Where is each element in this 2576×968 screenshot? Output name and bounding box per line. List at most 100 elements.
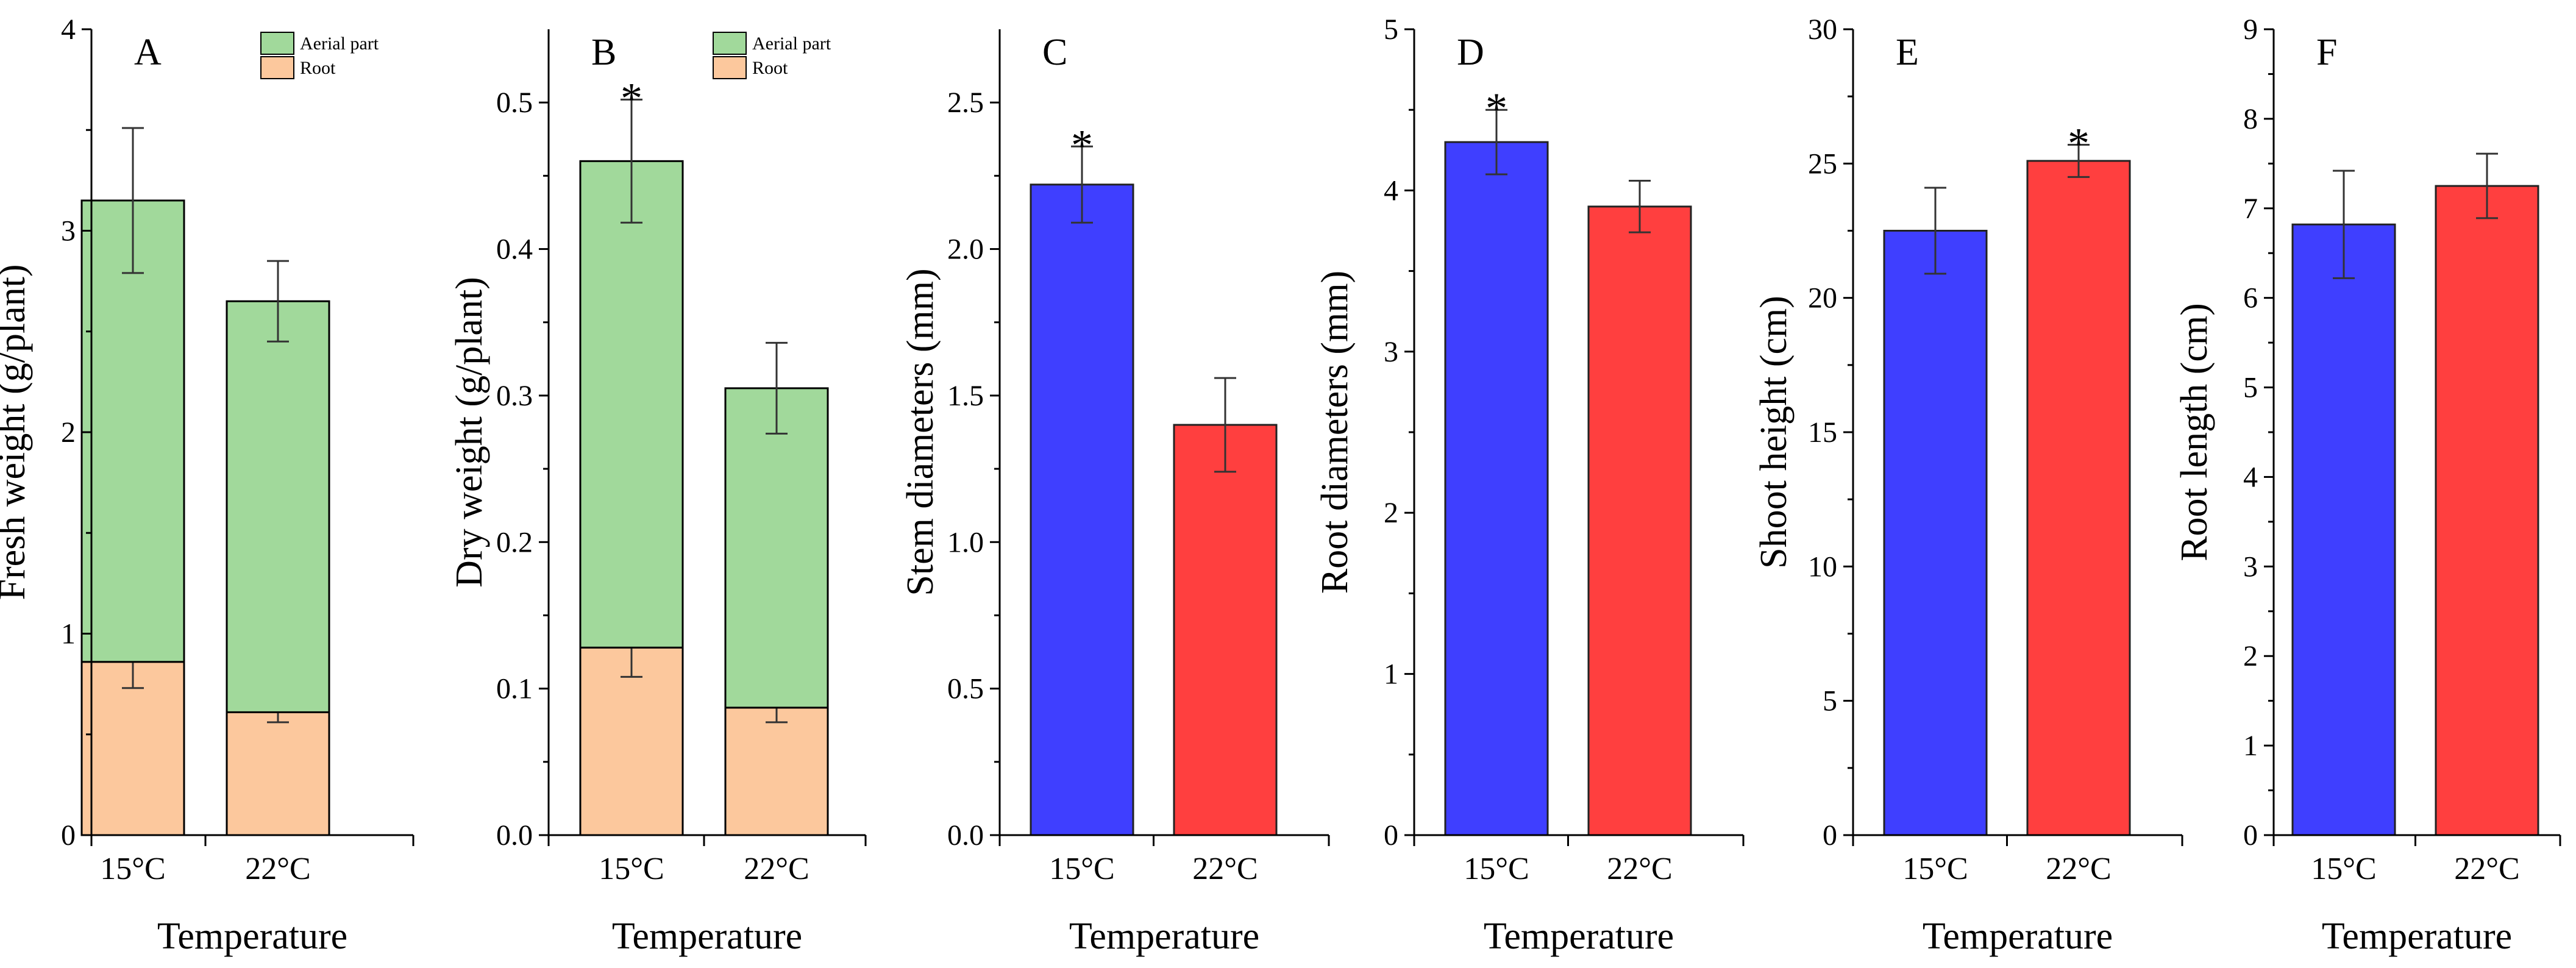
legend-swatch-aerial-part bbox=[713, 32, 747, 55]
y-tick-label: 5 bbox=[1823, 685, 1837, 717]
y-tick-label: 4 bbox=[2243, 461, 2258, 493]
x-tick-label: 22°C bbox=[1192, 852, 1258, 886]
bar-aerial-part-0 bbox=[80, 199, 185, 663]
y-tick-label: 0.1 bbox=[496, 673, 533, 705]
panel-label: F bbox=[2316, 32, 2337, 73]
bar-1 bbox=[2026, 160, 2131, 836]
bar-1 bbox=[1173, 424, 1278, 836]
y-tick-label: 0.5 bbox=[496, 87, 533, 119]
x-tick-label: 15°C bbox=[1049, 852, 1114, 886]
y-tick-label: 5 bbox=[1384, 13, 1398, 46]
panel-f: 0 1 2 3 4 5 6 7 8 9 15°C 22°C Temperature Root length… bbox=[2174, 13, 2561, 957]
legend-label-aerial-part: Aerial part bbox=[300, 34, 379, 54]
panel-label: C bbox=[1042, 32, 1067, 73]
x-tick-label: 22°C bbox=[2046, 852, 2111, 886]
y-tick-label: 1.5 bbox=[947, 380, 984, 412]
legend: Aerial part Root bbox=[713, 32, 831, 79]
legend-swatch-root bbox=[713, 56, 747, 79]
y-tick-label: 3 bbox=[2243, 550, 2258, 583]
significance-star: * bbox=[1071, 121, 1093, 169]
y-tick-label: 0.3 bbox=[496, 380, 533, 412]
y-tick-label: 0.0 bbox=[947, 819, 984, 852]
x-axis-title: Temperature bbox=[1923, 916, 2113, 957]
y-tick-label: 1 bbox=[1384, 658, 1398, 691]
x-tick-label: 22°C bbox=[2454, 852, 2519, 886]
legend-swatch-aerial-part bbox=[260, 32, 294, 55]
y-tick-label: 2 bbox=[61, 416, 76, 449]
y-tick-label: 3 bbox=[61, 215, 76, 247]
y-tick-label: 0 bbox=[2243, 819, 2258, 852]
y-tick-label: 0.4 bbox=[496, 233, 533, 266]
x-axis-title: Temperature bbox=[2322, 916, 2512, 957]
bar-aerial-part-0 bbox=[579, 160, 684, 649]
y-tick-label: 2 bbox=[2243, 640, 2258, 672]
bar-aerial-part-1 bbox=[226, 300, 330, 713]
y-tick-label: 4 bbox=[1384, 174, 1398, 207]
x-tick-label: 15°C bbox=[100, 852, 165, 886]
x-tick-label: 15°C bbox=[1902, 852, 1968, 886]
bar-0 bbox=[2291, 223, 2396, 836]
bar-1 bbox=[2435, 185, 2539, 836]
y-tick-label: 1 bbox=[61, 618, 76, 650]
bar-aerial-part-1 bbox=[724, 387, 829, 709]
legend: Aerial part Root bbox=[260, 32, 379, 79]
panel-b: **0.00.10.20.30.40.515°C22°CTemperatureD… bbox=[449, 29, 867, 957]
y-tick-label: 7 bbox=[2243, 193, 2258, 225]
y-tick-label: 5 bbox=[2243, 372, 2258, 404]
x-tick-label: 22°C bbox=[1607, 852, 1672, 886]
bar-1 bbox=[1587, 205, 1692, 836]
y-axis-title: Root length (cm) bbox=[2174, 303, 2215, 561]
y-axis-title: Shoot height (cm) bbox=[1753, 296, 1795, 569]
y-tick-label: 10 bbox=[1808, 550, 1837, 583]
bar-root-0 bbox=[579, 646, 684, 836]
y-tick-label: 25 bbox=[1808, 148, 1837, 180]
y-tick-label: 6 bbox=[2243, 282, 2258, 315]
x-axis-title: Temperature bbox=[157, 916, 347, 957]
y-tick-label: 1.0 bbox=[947, 526, 984, 558]
y-tick-label: 1 bbox=[2243, 730, 2258, 762]
panel-c: * 0.0 0.5 1.0 1.5 2.0 2.5 15°C 22°C Temperature St… bbox=[900, 29, 1330, 957]
y-axis-title: Stem diameters (mm) bbox=[900, 268, 941, 596]
y-axis-title: Dry weight (g/plant) bbox=[449, 277, 490, 588]
bar-0 bbox=[1444, 141, 1549, 836]
y-tick-label: 15 bbox=[1808, 416, 1837, 449]
y-tick-label: 30 bbox=[1808, 13, 1837, 46]
y-tick-label: 0.0 bbox=[496, 819, 533, 852]
panel-label: A bbox=[134, 32, 162, 73]
legend-label-root: Root bbox=[300, 58, 336, 78]
significance-star: * bbox=[1485, 84, 1507, 133]
x-tick-label: 22°C bbox=[744, 852, 809, 886]
significance-star: * bbox=[2068, 119, 2090, 168]
y-tick-label: 4 bbox=[61, 13, 76, 46]
y-tick-label: 3 bbox=[1384, 336, 1398, 368]
legend-swatch-root bbox=[260, 56, 294, 79]
y-tick-label: 20 bbox=[1808, 282, 1837, 315]
y-tick-label: 9 bbox=[2243, 13, 2258, 46]
panel-e: * 0 5 10 15 20 25 30 15°C 22°C Temperature Shoot he… bbox=[1753, 13, 2183, 957]
x-axis-title: Temperature bbox=[612, 916, 802, 957]
significance-star: * bbox=[621, 74, 642, 123]
panel-label: E bbox=[1896, 32, 1919, 73]
x-axis-title: Temperature bbox=[1484, 916, 1674, 957]
legend-label-root: Root bbox=[752, 58, 788, 78]
panel-label: B bbox=[591, 32, 616, 73]
x-tick-label: 15°C bbox=[2311, 852, 2376, 886]
y-tick-label: 0 bbox=[61, 819, 76, 852]
legend-label-aerial-part: Aerial part bbox=[752, 34, 831, 54]
panel-d: * 0 1 2 3 4 5 15°C 22°C Temperature Root diameters… bbox=[1314, 13, 1745, 957]
bar-0 bbox=[1883, 230, 1988, 836]
y-tick-label: 2.0 bbox=[947, 233, 984, 266]
x-tick-label: 22°C bbox=[245, 852, 310, 886]
y-tick-label: 8 bbox=[2243, 103, 2258, 135]
x-tick-label: 15°C bbox=[1464, 852, 1529, 886]
x-tick-label: 15°C bbox=[599, 852, 664, 886]
bar-root-1 bbox=[226, 711, 330, 836]
bar-root-0 bbox=[80, 661, 185, 836]
y-axis-title: Fresh weight (g/plant) bbox=[0, 264, 33, 600]
x-axis-title: Temperature bbox=[1069, 916, 1259, 957]
bar-root-1 bbox=[724, 706, 829, 836]
y-tick-label: 2.5 bbox=[947, 87, 984, 119]
bar-0 bbox=[1030, 183, 1134, 836]
